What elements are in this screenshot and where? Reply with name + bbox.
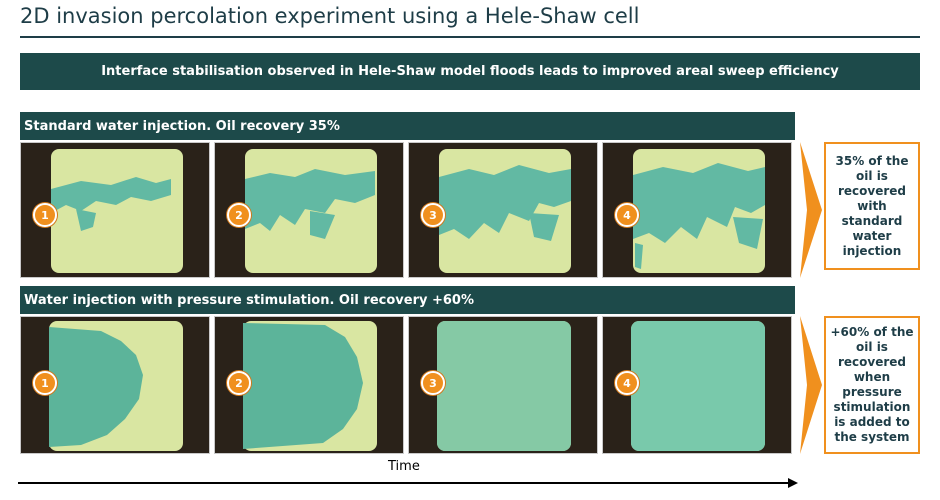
- row2-panel-3-image: [437, 321, 571, 451]
- row1-step-badge-1: 1: [33, 203, 57, 227]
- row1-step-badge-2: 2: [227, 203, 251, 227]
- row2-panel-4-image: [631, 321, 765, 451]
- title-divider: [20, 36, 920, 38]
- time-label: Time: [388, 459, 420, 474]
- row2-panel-1: 1: [20, 316, 210, 454]
- page-title: 2D invasion percolation experiment using…: [20, 4, 640, 28]
- row1-chevron-icon: [800, 142, 822, 278]
- time-arrow-icon: [18, 478, 798, 488]
- row2-panel-3: 3: [408, 316, 598, 454]
- row2-note: +60% of the oil is recovered when pressu…: [824, 316, 920, 454]
- row1-step-badge-3: 3: [421, 203, 445, 227]
- row2-panel-2-image: [243, 321, 377, 451]
- row1-panel-3-image: [439, 149, 571, 273]
- row1-panel-4-image: [633, 149, 765, 273]
- row2-step-badge-4: 4: [615, 371, 639, 395]
- row1-panel-3: 3: [408, 142, 598, 278]
- row1-panel-2: 2: [214, 142, 404, 278]
- row2-panel-1-image: [49, 321, 183, 451]
- row2-panel-2: 2: [214, 316, 404, 454]
- row2-panel-4: 4: [602, 316, 792, 454]
- row1-header: Standard water injection. Oil recovery 3…: [20, 112, 795, 140]
- row1-panel-1-image: [51, 149, 183, 273]
- row2-step-badge-1: 1: [33, 371, 57, 395]
- row2-chevron-icon: [800, 316, 822, 454]
- summary-banner: Interface stabilisation observed in Hele…: [20, 53, 920, 90]
- row1-step-badge-4: 4: [615, 203, 639, 227]
- row2-header: Water injection with pressure stimulatio…: [20, 286, 795, 314]
- row2-step-badge-2: 2: [227, 371, 251, 395]
- row1-panel-1: 1: [20, 142, 210, 278]
- row1-panel-4: 4: [602, 142, 792, 278]
- row1-panel-2-image: [245, 149, 377, 273]
- row2-step-badge-3: 3: [421, 371, 445, 395]
- row1-note: 35% of the oil is recovered with standar…: [824, 142, 920, 270]
